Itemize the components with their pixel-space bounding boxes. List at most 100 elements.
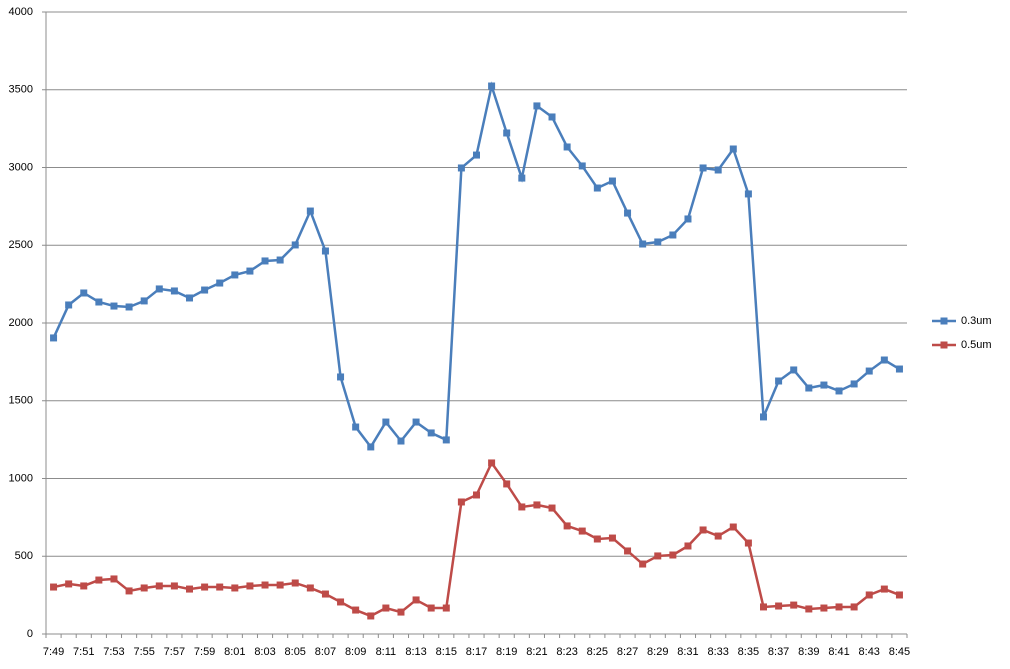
x-tick-label: 7:57 <box>164 646 185 658</box>
point <box>140 297 148 305</box>
x-tick-label: 8:19 <box>496 646 517 658</box>
y-tick-label: 0 <box>27 628 33 640</box>
point <box>95 298 103 306</box>
y-tick-label: 2000 <box>9 317 33 329</box>
point <box>442 436 450 444</box>
x-tick-label: 8:41 <box>828 646 849 658</box>
point <box>276 256 284 264</box>
point <box>50 334 58 342</box>
legend-marker <box>940 317 948 325</box>
point <box>548 113 556 121</box>
x-tick-label: 8:09 <box>345 646 366 658</box>
point <box>880 356 888 364</box>
point <box>427 604 435 612</box>
point <box>865 591 873 599</box>
series-line <box>52 81 901 450</box>
point <box>729 145 737 153</box>
x-tick-label: 8:23 <box>556 646 577 658</box>
point <box>125 303 133 311</box>
point <box>457 498 465 506</box>
point <box>760 603 767 611</box>
point <box>125 587 133 595</box>
x-tick-label: 8:31 <box>677 646 698 658</box>
x-tick-label: 8:45 <box>889 646 910 658</box>
point <box>488 459 496 467</box>
point <box>805 384 813 392</box>
point <box>699 526 707 534</box>
point <box>95 576 103 584</box>
point <box>246 582 254 590</box>
point <box>412 596 420 604</box>
point <box>533 501 541 509</box>
y-tick-label: 4000 <box>9 6 33 18</box>
point <box>231 271 239 279</box>
point <box>593 184 601 192</box>
x-tick-label: 7:55 <box>133 646 154 658</box>
point <box>775 377 783 385</box>
y-tick-label: 1000 <box>9 472 33 484</box>
legend-marker <box>940 341 948 349</box>
point <box>457 164 465 172</box>
point <box>261 581 269 589</box>
point <box>231 584 239 592</box>
x-tick-label: 8:43 <box>859 646 880 658</box>
point <box>805 605 813 613</box>
x-tick-label: 8:27 <box>617 646 638 658</box>
point <box>760 413 767 421</box>
point <box>744 539 752 547</box>
point <box>835 603 843 611</box>
point <box>533 102 541 110</box>
point <box>669 551 677 559</box>
point <box>397 608 405 616</box>
point <box>382 418 390 426</box>
point <box>503 480 511 488</box>
point <box>563 143 571 151</box>
point <box>850 380 858 388</box>
point <box>80 582 88 590</box>
point <box>699 164 707 172</box>
point <box>624 547 632 555</box>
point <box>337 598 345 606</box>
point <box>155 285 163 293</box>
point <box>321 590 329 598</box>
point <box>775 602 783 610</box>
point <box>518 174 526 182</box>
point <box>488 82 496 90</box>
point <box>669 231 677 239</box>
point <box>397 437 405 445</box>
point <box>608 177 616 185</box>
point <box>744 190 752 198</box>
x-tick-label: 8:37 <box>768 646 789 658</box>
x-tick-label: 7:51 <box>73 646 94 658</box>
point <box>518 503 526 511</box>
x-tick-label: 8:15 <box>436 646 457 658</box>
point <box>835 387 843 395</box>
x-tick-label: 8:01 <box>224 646 245 658</box>
x-tick-label: 7:59 <box>194 646 215 658</box>
point <box>155 582 163 590</box>
point <box>140 584 148 592</box>
point <box>367 612 375 620</box>
point <box>578 162 586 170</box>
point <box>850 603 858 611</box>
point <box>80 289 88 297</box>
point <box>503 129 511 137</box>
point <box>684 542 692 550</box>
point <box>639 240 647 248</box>
point <box>367 443 375 451</box>
x-tick-label: 8:11 <box>376 646 397 658</box>
y-tick-label: 3500 <box>9 84 33 96</box>
point <box>186 585 193 593</box>
point <box>608 534 616 542</box>
point <box>291 579 299 587</box>
y-tick-label: 500 <box>15 550 33 562</box>
point <box>352 423 360 431</box>
point <box>412 418 420 426</box>
point <box>790 601 798 609</box>
point <box>186 294 193 302</box>
point <box>729 523 737 531</box>
point <box>895 365 903 373</box>
point <box>261 257 269 265</box>
point <box>473 151 480 159</box>
